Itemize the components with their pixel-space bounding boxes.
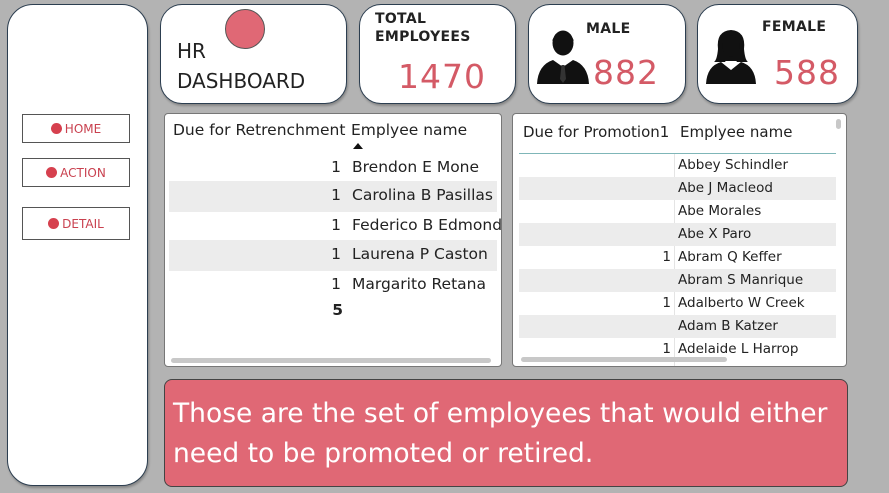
kpi-total-label-line2: EMPLOYEES [375,28,471,46]
table-row[interactable]: 1 Carolina B Pasillas [169,181,497,212]
nav-action-button[interactable]: ACTION [22,158,130,187]
summary-note: Those are the set of employees that woul… [164,379,848,487]
row-name: Adam B Katzer [678,318,778,334]
table-row[interactable]: Abe Morales [519,200,836,223]
table-row[interactable]: 1 Federico B Edmond [169,212,497,240]
kpi-female-value: 588 [774,53,840,92]
total-value: 5 [169,301,343,319]
row-name: Adelaide L Harrop [678,341,798,357]
row-name: Abbey Schindler [678,157,788,173]
row-name: Abram S Manrique [678,272,803,288]
retrenchment-col-due[interactable]: Due for Retrenchment [173,121,345,139]
row-value: 1 [169,275,341,293]
retrenchment-col-name[interactable]: Emplyee name [351,121,467,139]
sidebar: HOME ACTION DETAIL [7,4,148,486]
kpi-total-card: TOTAL EMPLOYEES 1470 [359,4,516,104]
table-row[interactable]: 1 Abram Q Keffer [519,246,836,269]
home-dot-icon [51,123,62,134]
table-row[interactable]: Abram S Manrique [519,269,836,292]
row-name: Abe J Macleod [678,180,773,196]
nav-home-button[interactable]: HOME [22,114,130,143]
page-title: HR DASHBOARD [177,36,305,96]
kpi-total-label: TOTAL EMPLOYEES [375,10,471,46]
page-title-line1: HR [177,36,305,66]
row-name: Margarito Retana [352,275,486,293]
row-name: Laurena P Caston [352,245,488,263]
row-name: Federico B Edmond [352,216,502,234]
retrenchment-table[interactable]: Due for Retrenchment Emplyee name 1 Bren… [164,113,502,367]
nav-home-label: HOME [65,122,101,136]
row-name: Abe X Paro [678,226,751,242]
promotion-col-due[interactable]: Due for Promotion1 [523,123,669,141]
vertical-scrollbar[interactable] [836,119,841,129]
kpi-male-value: 882 [593,53,659,92]
kpi-total-value: 1470 [398,57,486,96]
table-row[interactable]: 1 Brendon E Mone [169,155,497,181]
male-person-icon [535,27,591,85]
detail-dot-icon [48,218,59,229]
row-value: 1 [169,158,341,176]
kpi-male-label: MALE [586,21,630,37]
row-name: Abe Morales [678,203,761,219]
row-value: 1 [519,341,671,357]
kpi-female-label: FEMALE [762,19,826,35]
sort-ascending-icon [353,143,363,150]
title-card: HR DASHBOARD [160,4,347,104]
table-row[interactable]: Adam B Katzer [519,315,836,338]
table-row[interactable]: 1 Laurena P Caston [169,240,497,271]
table-row[interactable]: 1 Adalberto W Creek [519,292,836,315]
kpi-total-label-line1: TOTAL [375,10,471,28]
promotion-table[interactable]: Due for Promotion1 Emplyee name Abbey Sc… [512,113,847,367]
row-name: Abram Q Keffer [678,249,782,265]
row-name: Carolina B Pasillas [352,186,493,204]
total-row: 5 [169,299,497,325]
nav-detail-label: DETAIL [62,217,104,231]
female-person-icon [704,27,758,85]
row-value: 1 [169,186,341,204]
table-row[interactable]: Abe J Macleod [519,177,836,200]
row-value: 1 [169,216,341,234]
kpi-female-card: FEMALE 588 [697,4,858,104]
table-row[interactable]: 1 Margarito Retana [169,271,497,299]
kpi-male-card: MALE 882 [528,4,686,104]
table-row[interactable]: Abe X Paro [519,223,836,246]
page-title-line2: DASHBOARD [177,66,305,96]
row-name: Brendon E Mone [352,158,479,176]
table-row[interactable]: Abbey Schindler [519,154,836,177]
promotion-col-name[interactable]: Emplyee name [680,123,792,141]
summary-note-text: Those are the set of employees that woul… [173,398,827,469]
nav-detail-button[interactable]: DETAIL [22,207,130,240]
row-value: 1 [519,249,671,265]
row-name: Adalberto W Creek [678,295,805,311]
horizontal-scrollbar[interactable] [521,357,727,362]
horizontal-scrollbar[interactable] [171,358,491,363]
row-value: 1 [169,245,341,263]
row-value: 1 [519,295,671,311]
action-dot-icon [46,167,57,178]
nav-action-label: ACTION [60,166,106,180]
